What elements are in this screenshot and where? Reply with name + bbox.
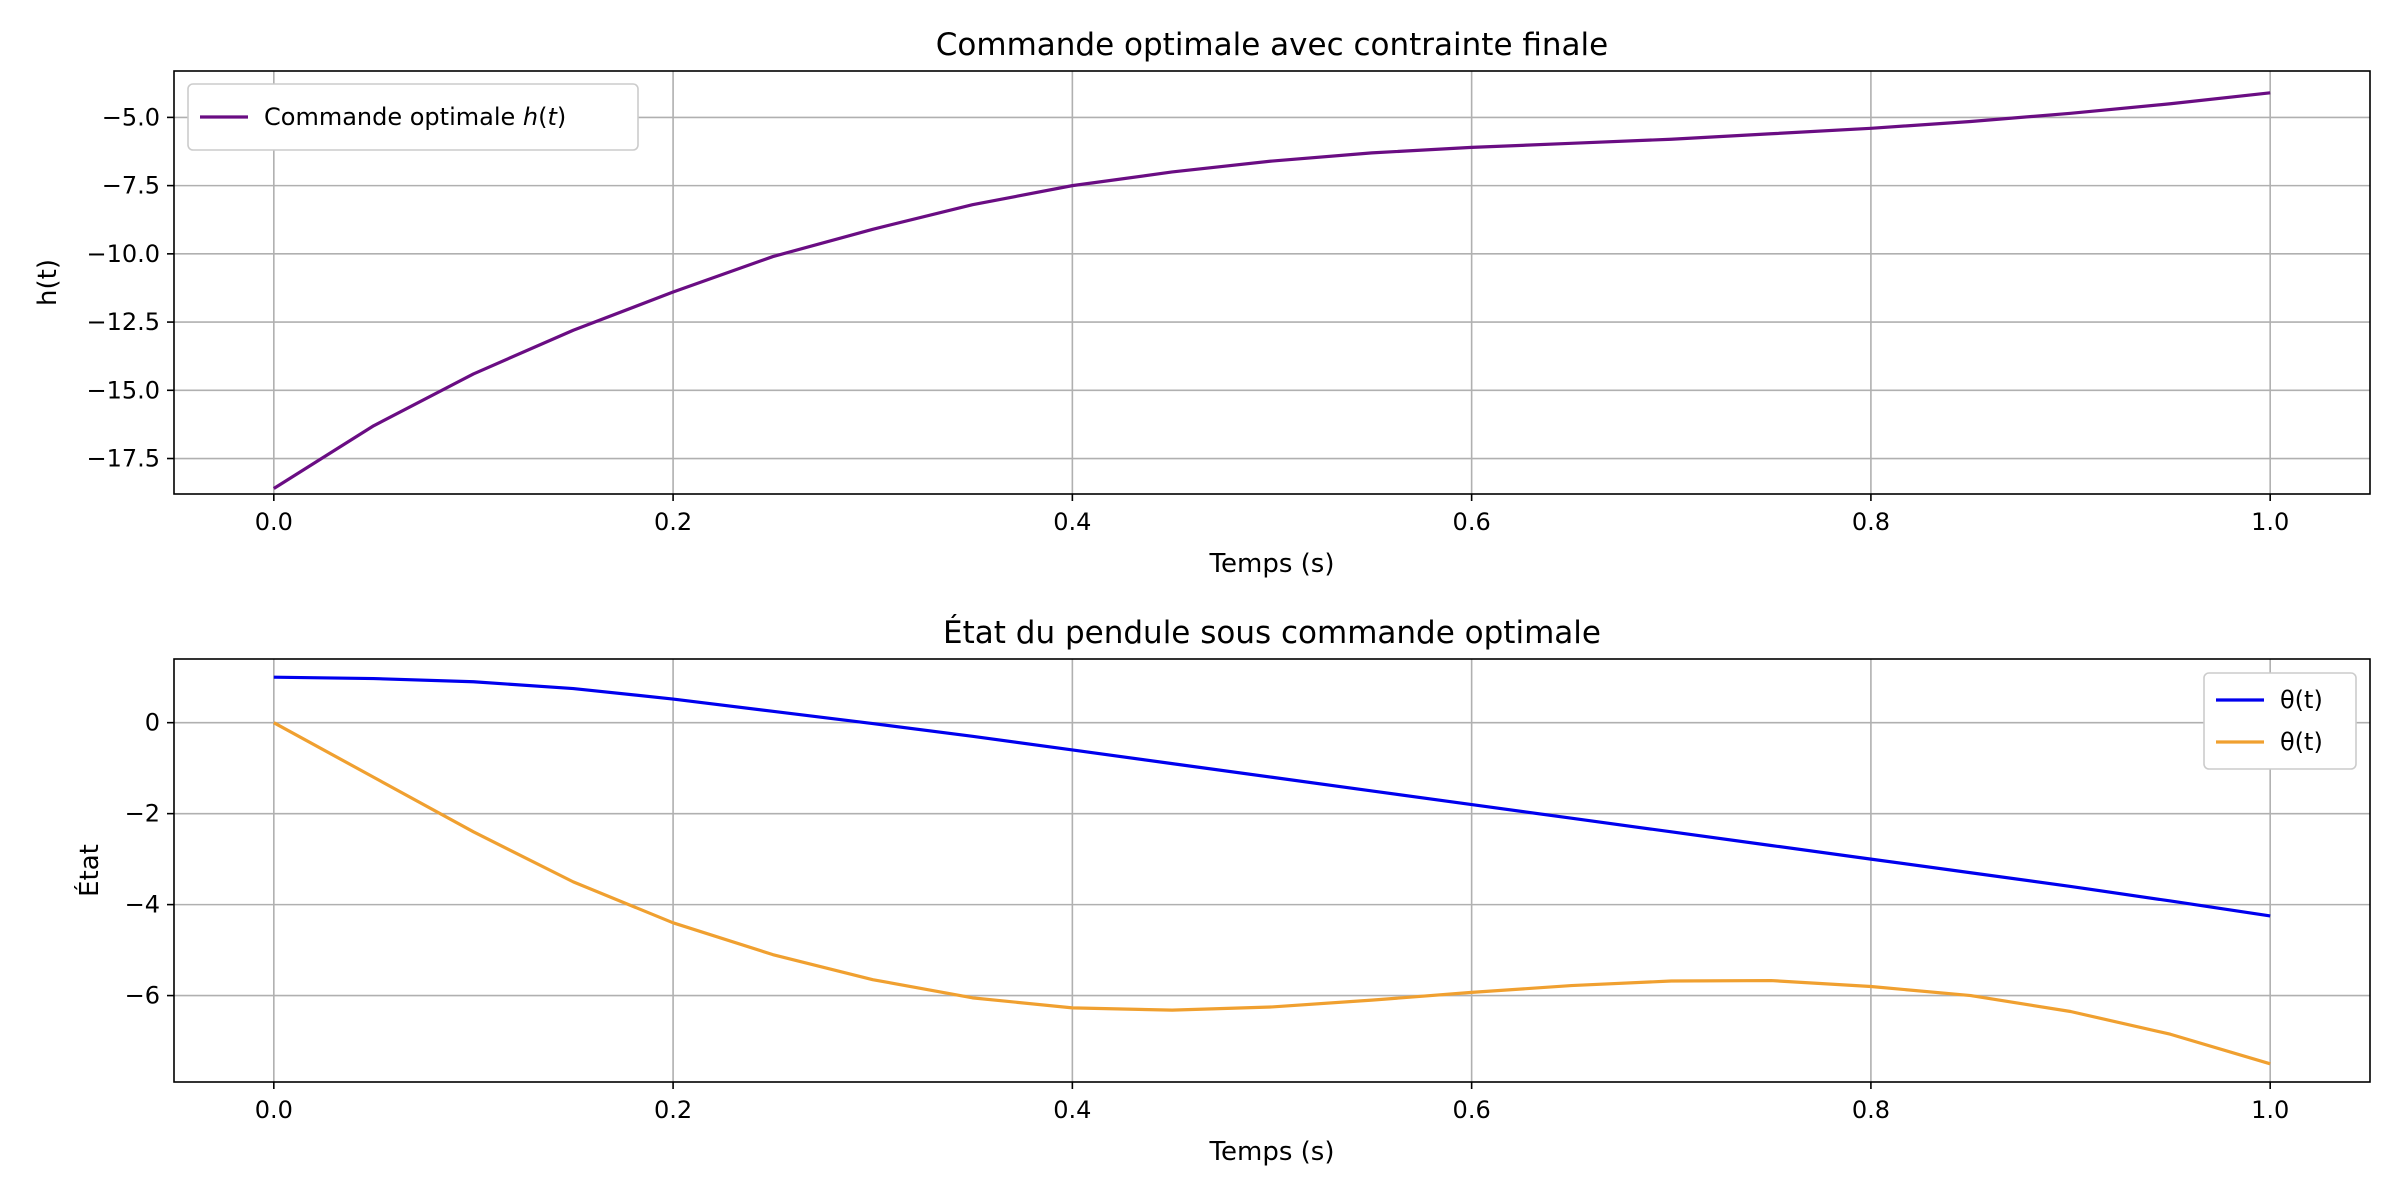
y-tick-label: −17.5 <box>86 445 160 473</box>
x-tick-label: 0.8 <box>1852 508 1890 536</box>
x-axis-label: Temps (s) <box>1209 549 1335 579</box>
x-tick-label: 0.2 <box>654 508 692 536</box>
axes-frame <box>173 658 2371 1083</box>
y-tick-label: −10.0 <box>86 240 160 268</box>
legend-label: θ(t) <box>2280 686 2323 714</box>
y-tick-label: −4 <box>125 891 160 919</box>
x-tick-label: 0.0 <box>255 508 293 536</box>
y-tick-label: −12.5 <box>86 308 160 336</box>
y-tick-label: −5.0 <box>102 103 160 131</box>
y-tick-label: −6 <box>125 982 160 1010</box>
series-line-1 <box>272 91 2271 490</box>
x-tick-label: 0.6 <box>1453 1096 1491 1124</box>
x-tick-label: 0.2 <box>654 1096 692 1124</box>
chart-title: Commande optimale avec contrainte finale <box>936 27 1608 63</box>
chart-title: État du pendule sous commande optimale <box>943 615 1601 651</box>
legend-label-math: h <box>523 103 538 131</box>
legend-box <box>187 83 639 151</box>
legend-label-text: Commande optimale <box>264 103 523 131</box>
legend-label-math-arg: t <box>547 103 558 131</box>
x-axis-label: Temps (s) <box>1209 1137 1335 1167</box>
y-tick-label: −7.5 <box>102 172 160 200</box>
legend-label: θ(t) <box>2280 728 2323 756</box>
series-line-1 <box>273 675 2271 918</box>
y-tick-label: −15.0 <box>86 376 160 404</box>
x-tick-label: 0.0 <box>255 1096 293 1124</box>
legend-label-paren: ( <box>538 103 547 131</box>
legend: θ(t) θ(t) <box>2203 672 2357 770</box>
y-axis-label: h(t) <box>33 259 63 306</box>
series-line-2 <box>273 721 2271 1066</box>
chart-panel-2: 0.0 0.2 0.4 0.6 0.8 1.0 −6 −4 −2 0 État du pendule… <box>73 615 2371 1167</box>
legend-box <box>2203 672 2357 770</box>
axes-frame <box>173 70 2371 495</box>
y-tick-label: 0 <box>145 709 160 737</box>
y-tick-label: −2 <box>125 800 160 828</box>
x-tick-label: 1.0 <box>2251 508 2289 536</box>
x-tick-label: 0.6 <box>1453 508 1491 536</box>
x-tick-label: 0.4 <box>1053 1096 1091 1124</box>
x-tick-label: 0.8 <box>1852 1096 1890 1124</box>
legend-label-paren: ) <box>557 103 566 131</box>
x-tick-label: 1.0 <box>2251 1096 2289 1124</box>
legend: Commande optimale h(t) <box>187 83 639 151</box>
legend-label: Commande optimale h(t) <box>264 103 566 131</box>
y-axis-label: État <box>73 844 105 897</box>
chart-panel-1: 0.0 0.2 0.4 0.6 0.8 1.0 −17.5 −15.0 −12.5 −10.0 −7… <box>33 27 2371 579</box>
x-tick-label: 0.4 <box>1053 508 1091 536</box>
